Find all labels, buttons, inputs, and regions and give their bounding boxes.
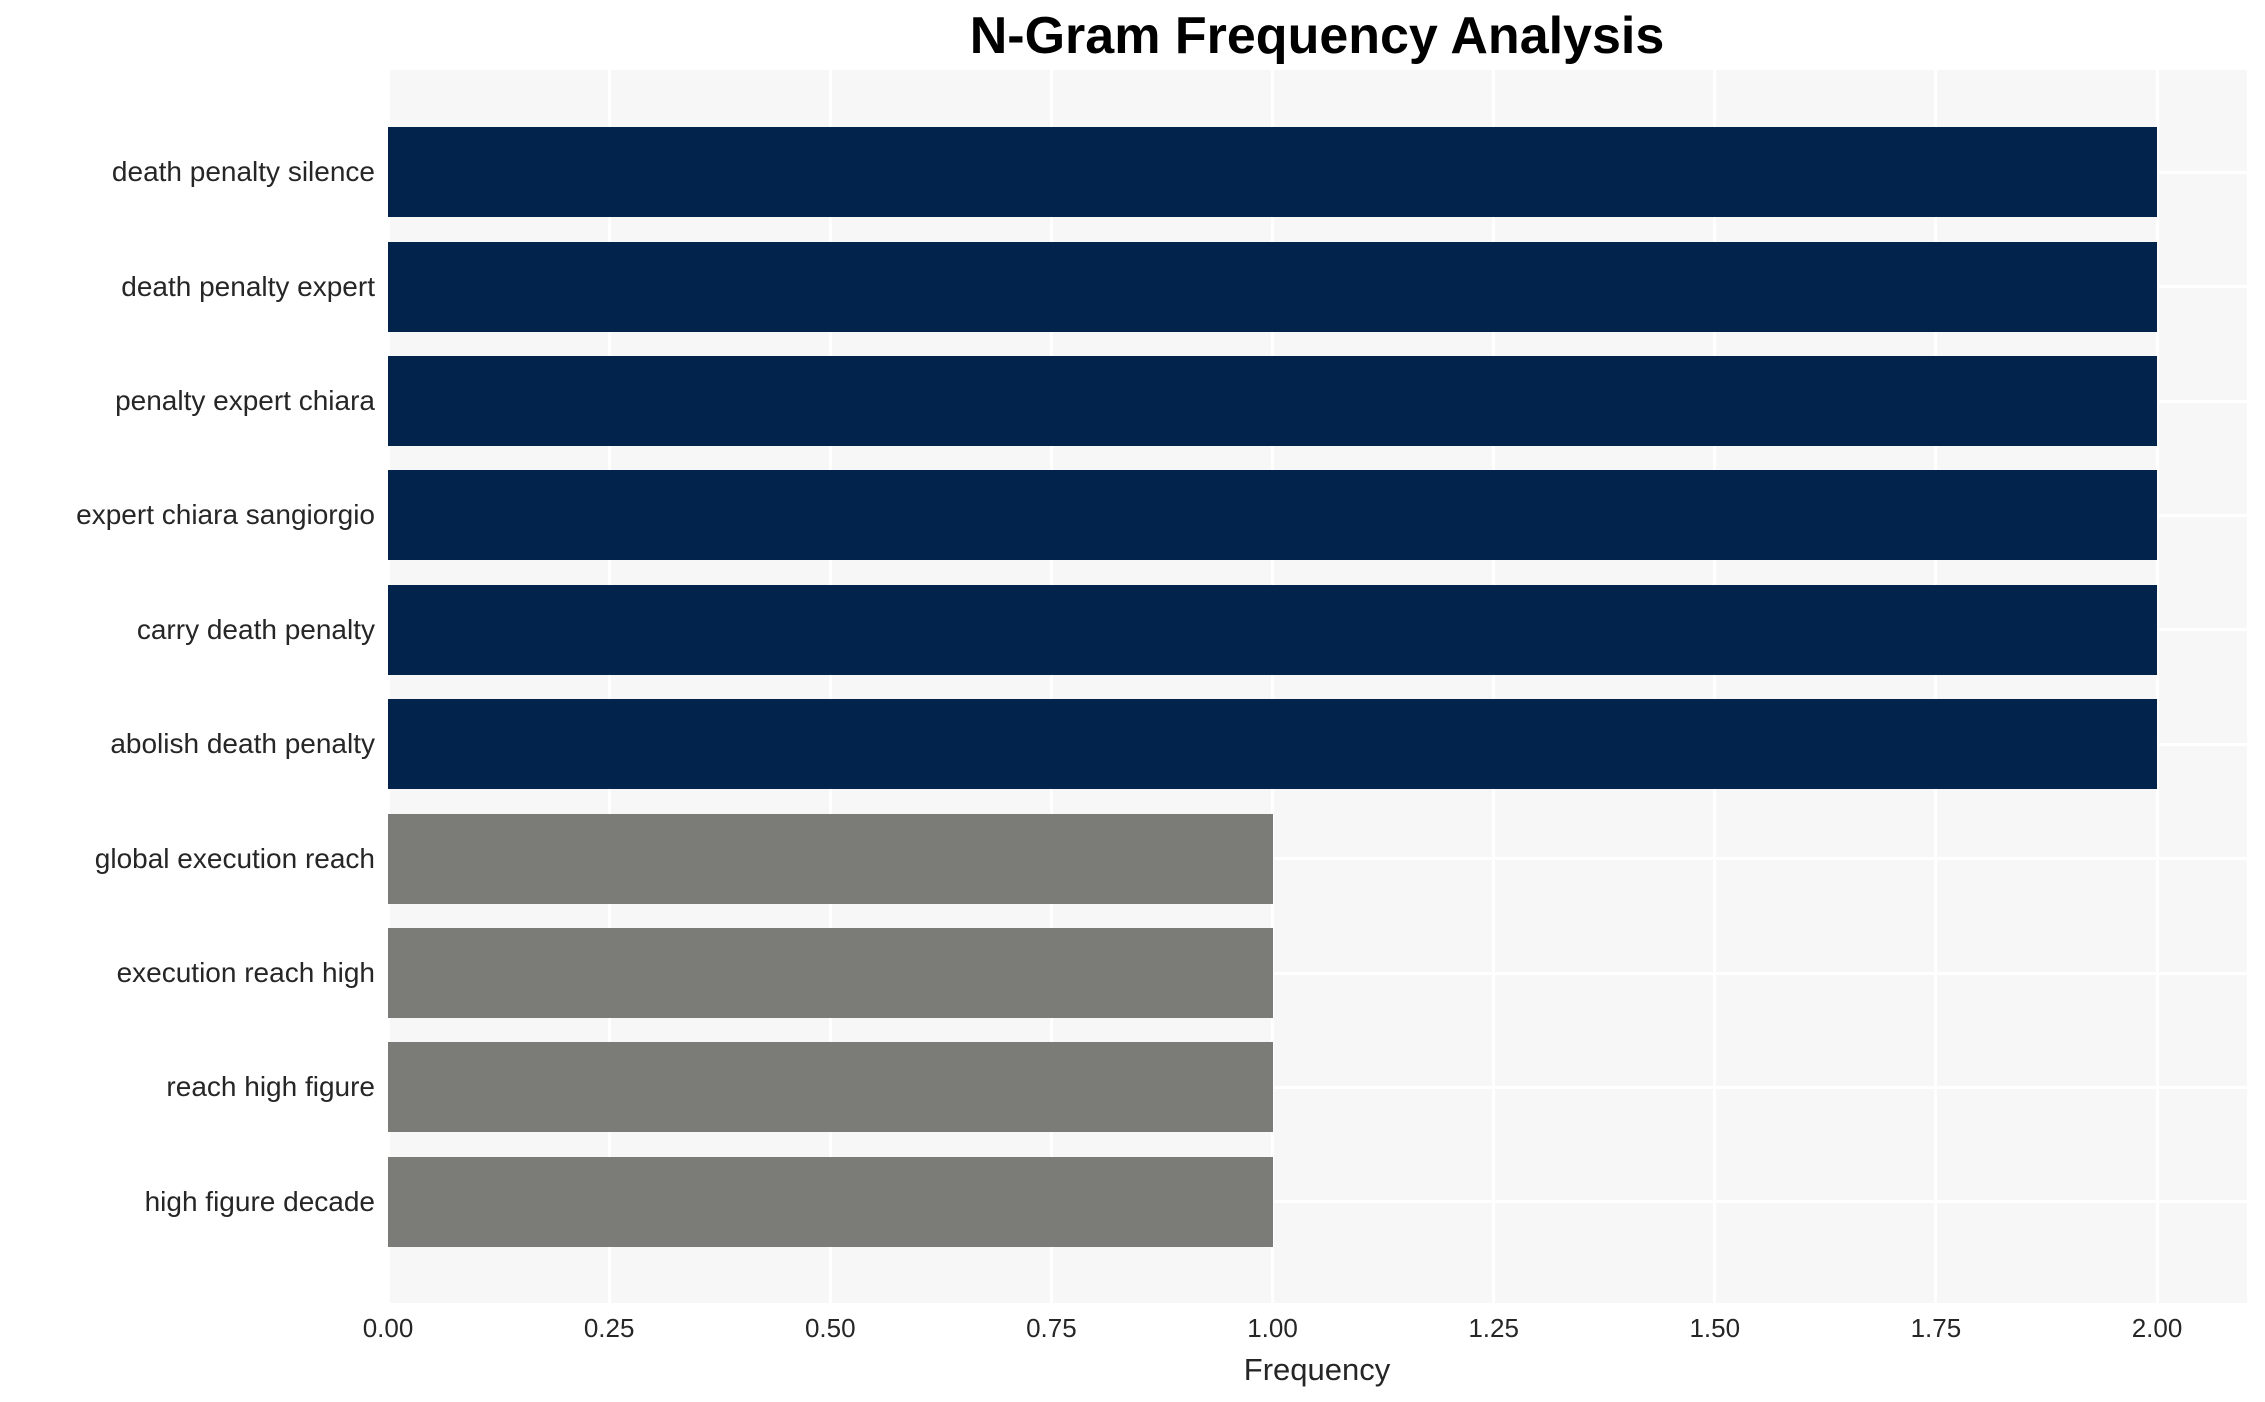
horizontal-gridline: [388, 1200, 2247, 1204]
y-tick-label: death penalty expert: [121, 270, 375, 302]
vertical-gridline: [2155, 70, 2159, 1303]
vertical-gridline: [1049, 70, 1053, 1303]
bar: [388, 928, 1273, 1018]
x-tick-label: 2.00: [2131, 1313, 2183, 1343]
bar: [388, 1156, 1273, 1247]
horizontal-gridline: [388, 1085, 2247, 1089]
x-tick-label: 0.50: [804, 1313, 856, 1343]
bar: [388, 584, 2157, 675]
bar: [388, 127, 2157, 218]
y-tick-label: penalty expert chiara: [115, 385, 375, 416]
vertical-gridline: [1934, 70, 1938, 1303]
y-tick-label: abolish death penalty: [110, 728, 375, 760]
y-tick-label: execution reach high: [116, 957, 375, 988]
x-tick-label: 1.25: [1468, 1313, 1519, 1343]
horizontal-gridline: [388, 857, 2247, 861]
vertical-gridline: [1271, 70, 1274, 1303]
y-axis-tick-labels: death penalty silence death penalty exper…: [0, 70, 375, 1303]
vertical-gridline: [828, 70, 832, 1303]
x-axis-label: Frequency: [1243, 1352, 1391, 1387]
x-tick-label: 1.75: [1910, 1313, 1962, 1343]
bar: [388, 699, 2157, 790]
x-tick-label: 1.00: [1247, 1313, 1298, 1343]
y-tick-label: reach high figure: [166, 1071, 375, 1103]
y-tick-label: expert chiara sangiorgio: [76, 499, 375, 531]
y-tick-label: death penalty silence: [111, 156, 375, 188]
bar: [388, 1042, 1273, 1133]
vertical-gridline: [1492, 70, 1496, 1303]
y-tick-label: carry death penalty: [136, 613, 375, 645]
vertical-gridline: [386, 70, 390, 1303]
plot-area: [386, 70, 2247, 1303]
bar: [388, 813, 1273, 904]
y-tick-label: high figure decade: [144, 1185, 375, 1217]
bar: [388, 241, 2157, 332]
x-tick-label: 0.25: [583, 1313, 635, 1343]
x-tick-label: 0.00: [362, 1313, 414, 1343]
x-tick-label: 1.50: [1689, 1313, 1741, 1343]
vertical-gridline: [607, 70, 611, 1303]
chart-title: N-Gram Frequency Analysis: [969, 7, 1665, 65]
vertical-gridline: [1713, 70, 1717, 1303]
bar: [388, 356, 2157, 446]
bar: [388, 470, 2157, 561]
x-tick-label: 0.75: [1026, 1313, 1077, 1343]
horizontal-gridline: [388, 971, 2247, 975]
y-tick-label: global execution reach: [94, 842, 375, 874]
